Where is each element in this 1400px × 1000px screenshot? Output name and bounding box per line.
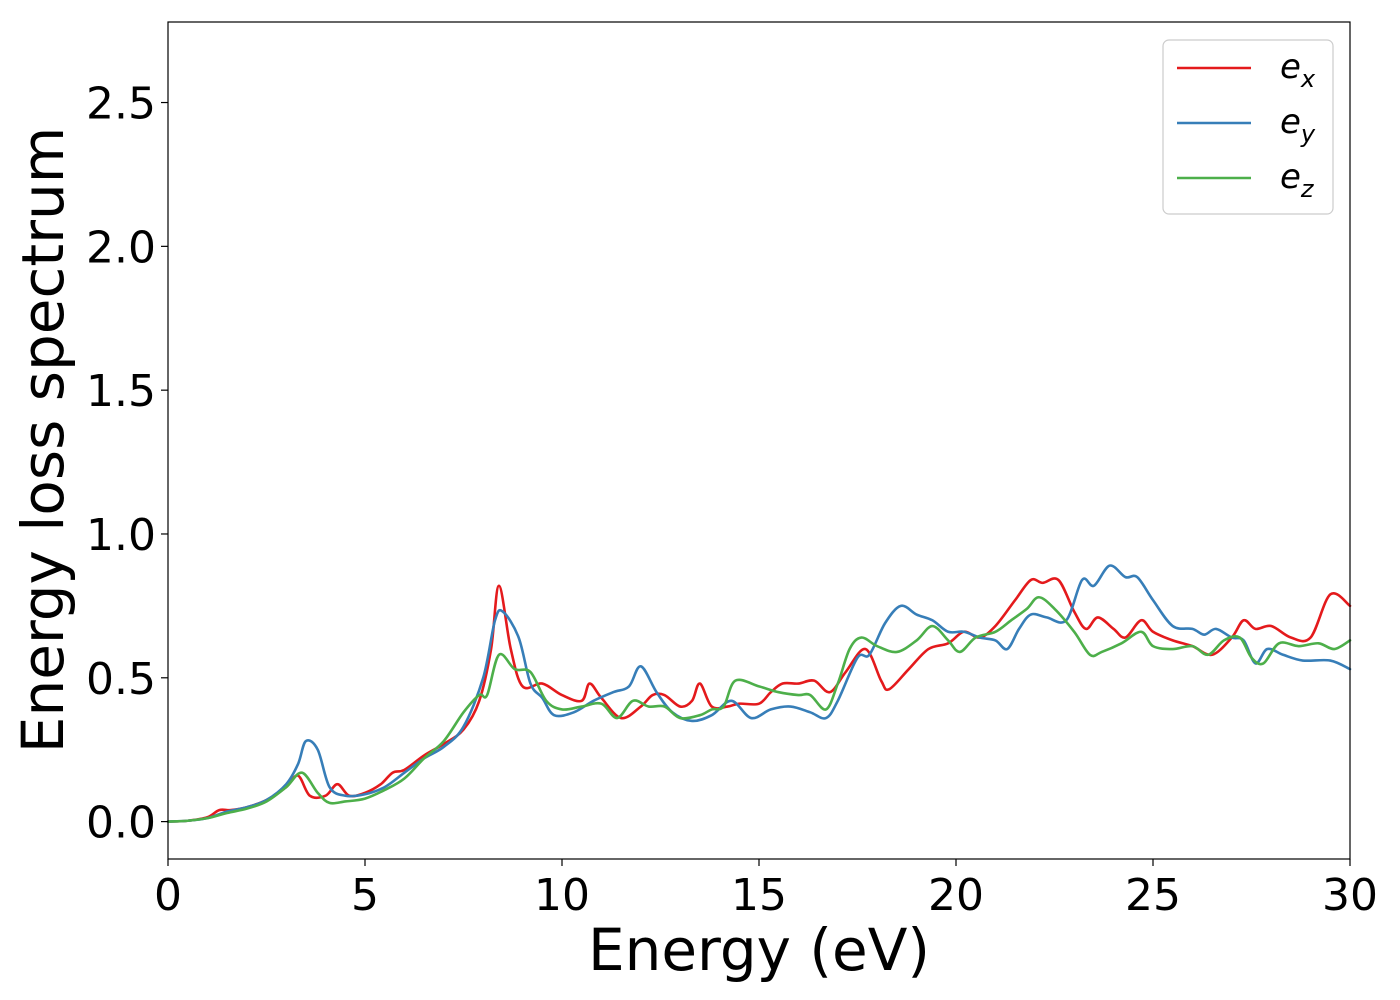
series-layer xyxy=(166,564,1352,823)
y-tick-label: 0.0 xyxy=(86,798,156,849)
x-tick-label: 25 xyxy=(1125,870,1181,921)
series-line-ey xyxy=(166,564,1352,823)
series-line-ez xyxy=(166,595,1352,823)
legend-label-subscript: x xyxy=(1300,65,1316,93)
legend-label-subscript: z xyxy=(1300,175,1315,203)
y-axis-ticks: 0.0 0.5 1.0 1.5 2.0 2.5 xyxy=(86,79,168,849)
x-tick-label: 20 xyxy=(928,870,984,921)
plot-background xyxy=(168,22,1350,859)
x-tick-label: 0 xyxy=(154,870,182,921)
x-axis-ticks: 0 5 10 15 20 25 30 xyxy=(154,859,1378,921)
x-axis-label: Energy (eV) xyxy=(588,916,930,984)
legend-box xyxy=(1162,39,1334,215)
y-tick-label: 2.0 xyxy=(86,222,156,273)
y-tick-label: 0.5 xyxy=(86,654,156,705)
y-tick-label: 2.5 xyxy=(86,79,156,130)
x-tick-label: 30 xyxy=(1322,870,1378,921)
x-tick-label: 5 xyxy=(351,870,379,921)
y-tick-label: 1.0 xyxy=(86,510,156,561)
y-axis-label: Energy loss spectrum xyxy=(9,127,77,753)
x-tick-label: 10 xyxy=(534,870,590,921)
y-tick-label: 1.5 xyxy=(86,366,156,417)
legend-label-subscript: y xyxy=(1300,120,1316,148)
x-tick-label: 15 xyxy=(731,870,787,921)
